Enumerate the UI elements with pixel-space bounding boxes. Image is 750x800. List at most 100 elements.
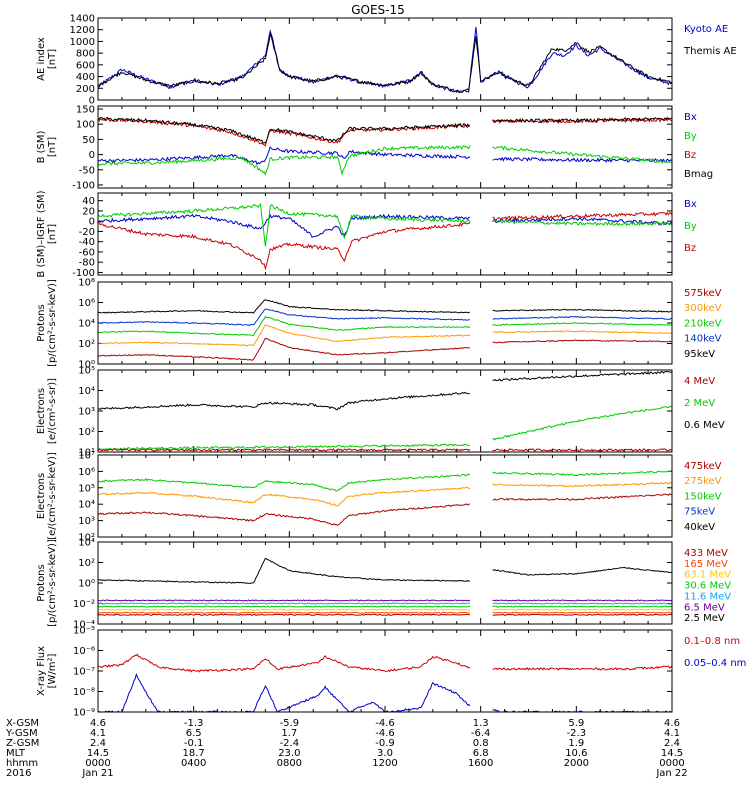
legend-entry: Kyoto AE	[684, 24, 728, 35]
series-line	[98, 405, 672, 451]
panel-ylabel: B (SM)–IGRF (SM)[nT]	[36, 190, 58, 277]
panel-ylabel-line: [nT]	[47, 137, 58, 157]
y-tick-label: 10²	[78, 533, 95, 544]
legend-entry: By	[684, 131, 697, 142]
panel-protons_mev: Protons[p/(cm²-s-sr-keV)] 10⁻⁴ 10⁻² 10⁰ 10² 1…	[36, 538, 731, 631]
y-tick-label: 10¹	[78, 448, 95, 459]
time-cell: -6.4	[471, 728, 491, 739]
legend-entry: 6.5 MeV	[684, 602, 725, 613]
series-line	[98, 211, 672, 271]
y-tick-label: 10⁻⁴	[73, 620, 95, 631]
legend-entry: Bmag	[684, 169, 713, 180]
time-cell: 2000	[564, 758, 589, 769]
y-tick-label: 0	[89, 96, 95, 107]
panel-series	[98, 299, 672, 361]
y-tick-label: -50	[79, 165, 95, 176]
panel-ylabel-line: B (SM)–IGRF (SM)	[36, 190, 47, 277]
time-cell: 3.0	[377, 748, 393, 759]
series-line	[98, 613, 672, 616]
series-line	[98, 608, 672, 611]
series-line	[98, 26, 672, 93]
time-cell: Jan 21	[81, 768, 113, 779]
time-cell: 1600	[468, 758, 493, 769]
panel-ylabel-line: Electrons	[36, 388, 47, 434]
legend-entry: 210keV	[684, 318, 722, 329]
legend-entry: 433 MeV	[684, 548, 728, 559]
time-cell: 6.8	[473, 748, 489, 759]
panel-ylabel: B (SM)[nT]	[36, 130, 58, 163]
time-cell: 0.8	[473, 738, 489, 749]
y-tick-label: 10⁻⁷	[73, 667, 95, 678]
panel-series	[98, 557, 672, 616]
panel-ylabel-line: Electrons	[36, 473, 47, 519]
panel-series	[98, 370, 672, 452]
y-tick-label: 10²	[78, 558, 95, 569]
time-cell: 0800	[277, 758, 302, 769]
time-row-label: Z-GSM	[6, 738, 39, 749]
y-tick-label: 20	[82, 206, 95, 217]
series-line	[98, 481, 672, 507]
time-cell: -5.9	[280, 718, 300, 729]
legend-entry: 75keV	[684, 507, 715, 518]
y-tick-label: 800	[76, 49, 95, 60]
time-row-label: X-GSM	[6, 718, 39, 729]
y-tick-label: 1200	[70, 25, 95, 36]
legend-entry: 0.1–0.8 nm	[684, 636, 740, 647]
time-cell: 1.7	[281, 728, 297, 739]
legend-entry: 2.5 MeV	[684, 613, 725, 624]
panel-frame	[97, 541, 673, 625]
y-tick-label: 10⁻⁶	[73, 646, 95, 657]
time-cell: 10.6	[565, 748, 587, 759]
panel-ylabel-line: [W/m²]	[47, 653, 58, 688]
y-tick-label: 0	[89, 150, 95, 161]
y-tick-label: 100	[76, 120, 95, 131]
series-line	[98, 605, 672, 608]
time-cell: 14.5	[87, 748, 109, 759]
time-cell: 4.6	[664, 718, 680, 729]
panel-ylabel-line: X-ray Flux	[36, 646, 47, 696]
panel-frame	[97, 17, 673, 101]
panel-ylabel-line: [nT]	[47, 224, 58, 244]
series-line	[98, 299, 672, 314]
time-row-label: Y-GSM	[5, 728, 38, 739]
y-tick-label: 10⁶	[78, 467, 95, 478]
panel-frame	[97, 192, 673, 276]
panels: AE index[nT]0200400600800100012001400Kyo…	[36, 14, 746, 719]
panel-frame	[97, 369, 673, 453]
panel-xray: X-ray Flux[W/m²] 10⁻⁹ 10⁻⁸ 10⁻⁷ 10⁻⁶ 10⁻⁵ 0.1–…	[36, 626, 746, 719]
time-cell: Jan 22	[655, 768, 687, 779]
y-tick-label: -60	[79, 247, 95, 258]
time-row-label: MLT	[6, 748, 26, 759]
series-line	[98, 557, 672, 584]
series-line	[98, 144, 672, 176]
series-line	[98, 213, 672, 238]
y-tick-label: 50	[82, 135, 95, 146]
y-tick-label: 10⁷	[78, 451, 95, 462]
panel-ylabel-line: [e/(cm²-s-sr)]	[47, 378, 58, 444]
panel-ylabel: Electrons[e/(cm²-s-sr-keV)]	[36, 452, 58, 540]
legend-entry: 0.05–0.4 nm	[684, 658, 746, 669]
time-cell: 6.5	[186, 728, 202, 739]
time-cell: 1.9	[568, 738, 584, 749]
panel-ylabel: AE index[nT]	[36, 37, 58, 81]
panel-ylabel-line: [nT]	[47, 49, 58, 69]
series-line	[98, 602, 672, 605]
y-tick-label: 400	[76, 72, 95, 83]
y-tick-label: 10⁴	[78, 319, 95, 330]
time-cell: 2.4	[664, 738, 680, 749]
y-tick-label: 10⁻⁵	[73, 626, 95, 637]
panel-ylabel-line: B (SM)	[36, 130, 47, 163]
time-axis: X-GSMY-GSMZ-GSMMLThhmm20164.64.12.414.50…	[5, 718, 688, 779]
y-tick-label: 10⁻⁹	[73, 708, 95, 719]
y-tick-label: 10⁻²	[73, 599, 95, 610]
panel-series	[98, 26, 672, 94]
time-cell: -1.3	[184, 718, 204, 729]
legend-entry: Themis AE	[683, 46, 737, 57]
y-tick-label: 10⁴	[78, 500, 95, 511]
panel-electrons_kev: Electrons[e/(cm²-s-sr-keV)] 10² 10³ 10⁴ 10⁵ 1…	[36, 451, 722, 544]
y-tick-label: 600	[76, 60, 95, 71]
legend-entry: 0.6 MeV	[684, 420, 725, 431]
panel-electrons_mev: Electrons[e/(cm²-s-sr)] 10¹ 10² 10³ 10⁴ 10⁵ 4 …	[36, 366, 725, 459]
